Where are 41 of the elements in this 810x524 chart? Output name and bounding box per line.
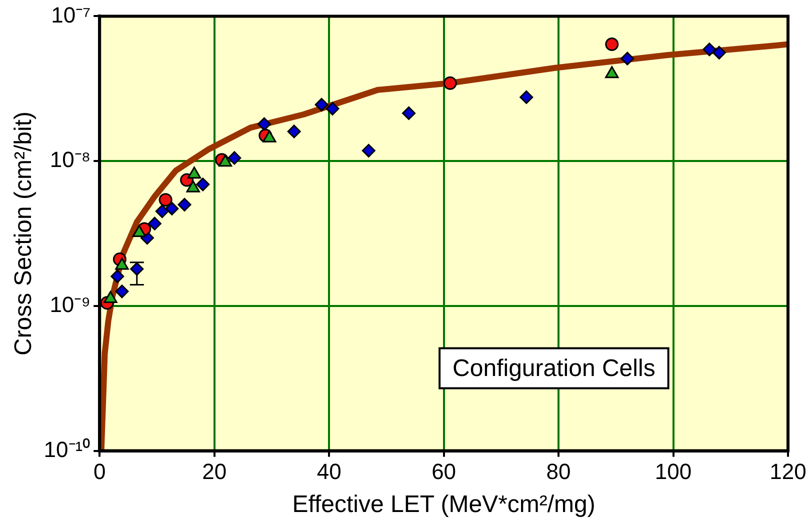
point <box>218 154 232 167</box>
point <box>402 106 416 120</box>
annotation: Configuration Cells <box>452 354 656 382</box>
point <box>620 52 634 66</box>
point <box>443 76 457 90</box>
point <box>165 202 179 216</box>
point <box>104 291 118 304</box>
point <box>158 193 172 207</box>
point <box>257 117 271 131</box>
point <box>605 38 619 52</box>
y-tick-label: 10⁻¹⁰ <box>44 436 91 462</box>
point <box>148 216 162 230</box>
point <box>287 124 301 138</box>
point <box>178 198 192 212</box>
y-tick-label: 10⁻⁹ <box>50 292 91 317</box>
x-tick-label: 100 <box>654 459 692 484</box>
point <box>314 98 328 112</box>
x-tick-label: 60 <box>432 459 456 484</box>
point <box>326 102 340 116</box>
point <box>110 270 124 284</box>
y-tick-label: 10⁻⁸ <box>50 147 91 172</box>
point <box>115 284 129 298</box>
x-tick-label: 20 <box>202 459 227 484</box>
point <box>712 46 726 60</box>
x-tick-label: 80 <box>546 459 571 484</box>
point <box>187 166 202 179</box>
x-axis-title: Effective LET (MeV*cm²/mg) <box>292 491 596 518</box>
x-tick-label: 0 <box>93 459 106 484</box>
point <box>155 204 169 218</box>
point <box>362 144 376 158</box>
point <box>605 66 619 78</box>
x-tick-label: 40 <box>316 459 342 484</box>
point <box>196 178 210 192</box>
y-axis-title: Cross Section (cm²/bit) <box>10 111 38 356</box>
point <box>130 262 144 276</box>
y-tick-label: 10⁻⁷ <box>51 2 91 28</box>
point <box>132 225 146 238</box>
point <box>520 90 534 104</box>
x-tick-label: 120 <box>770 459 806 484</box>
point <box>228 151 242 165</box>
point <box>702 42 716 56</box>
